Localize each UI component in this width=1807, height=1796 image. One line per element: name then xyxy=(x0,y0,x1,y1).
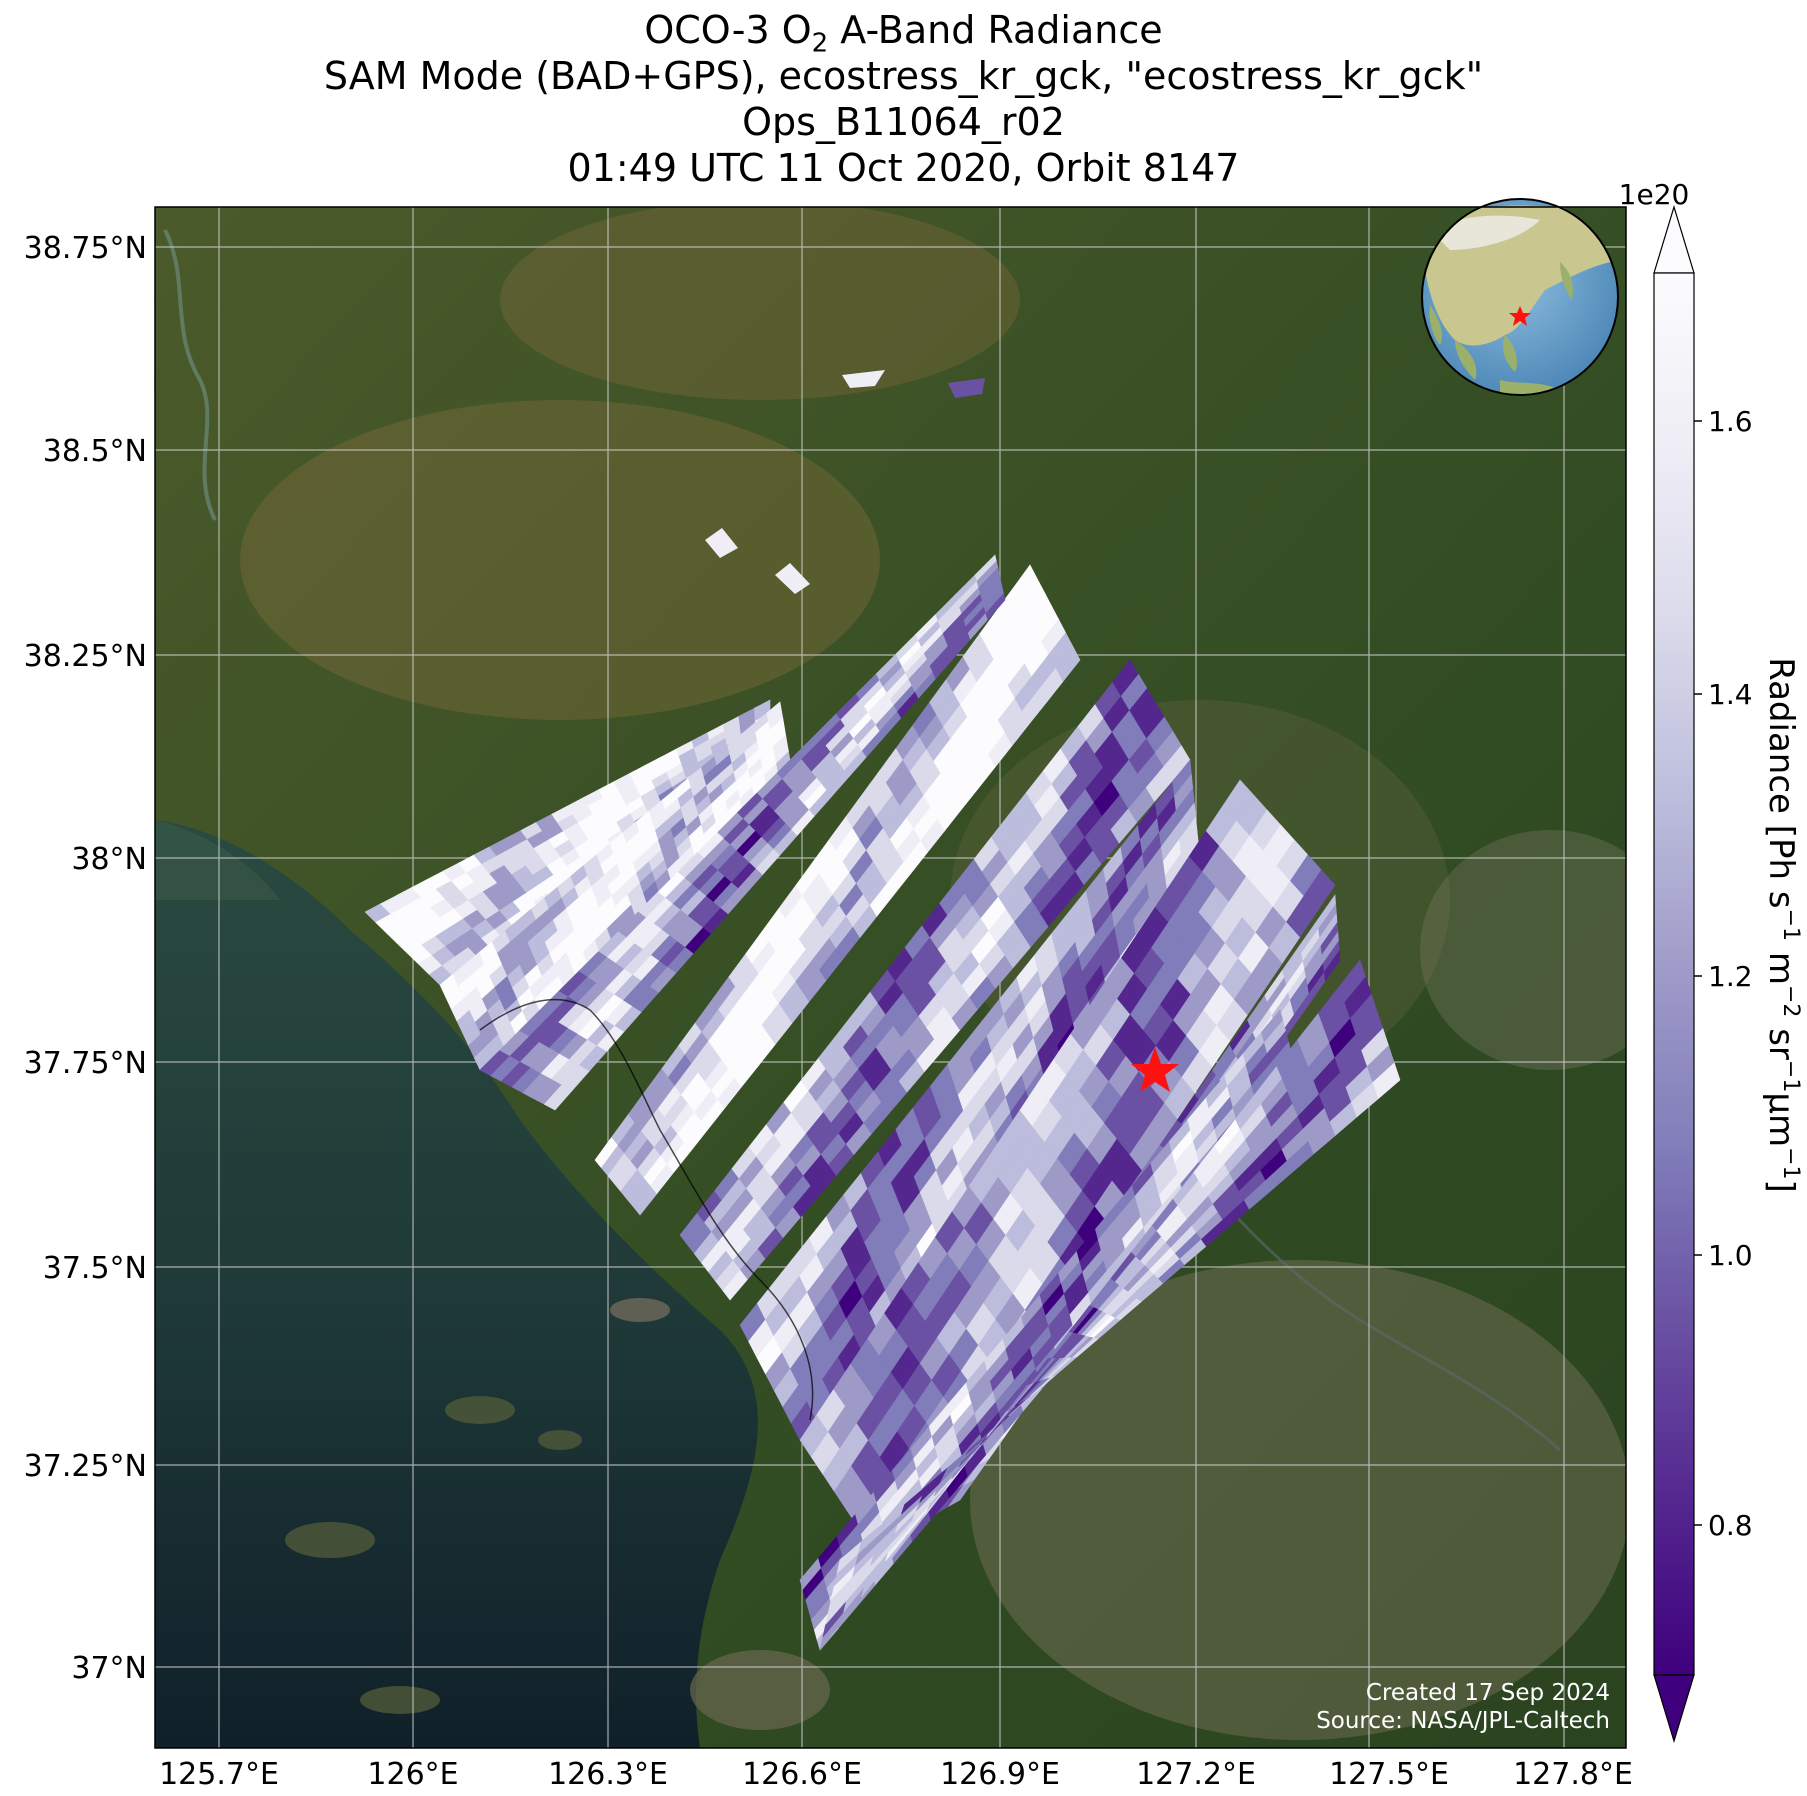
lat-tick-labels: 38.75°N 38.5°N 38.25°N 38°N 37.75°N 37.5… xyxy=(24,231,147,1686)
lat-tick-label: 38°N xyxy=(71,842,147,877)
title-line-2: SAM Mode (BAD+GPS), ecostress_kr_gck, "e… xyxy=(323,54,1484,98)
sounding-cell xyxy=(1055,645,1081,682)
lat-tick-label: 37.5°N xyxy=(43,1251,147,1286)
coastline xyxy=(479,998,814,1421)
sounding-cell xyxy=(1372,1062,1401,1100)
target-star-marker xyxy=(1131,1047,1179,1092)
title-line-1: OCO-3 O2 A-Band Radiance xyxy=(644,8,1163,59)
radiance-swaths xyxy=(364,554,1401,1651)
lat-tick-label: 37.25°N xyxy=(24,1449,147,1484)
lon-tick-label: 126.3°E xyxy=(548,1757,668,1792)
credit-created: Created 17 Sep 2024 xyxy=(1366,1680,1610,1706)
colorbar-tick-label: 0.8 xyxy=(1708,1509,1753,1542)
colorbar-tick-label: 1.2 xyxy=(1708,960,1753,993)
lon-tick-label: 126°E xyxy=(367,1757,458,1792)
colorbar-extend-bottom xyxy=(1653,1674,1695,1744)
lat-tick-label: 37°N xyxy=(71,1651,147,1686)
lon-tick-label: 125.7°E xyxy=(159,1757,279,1792)
lon-tick-label: 127.2°E xyxy=(1136,1757,1256,1792)
colorbar-label: Radiance [Ph s−1 m−2 sr−1μm−1] xyxy=(1761,657,1803,1193)
sounding-cell xyxy=(1303,869,1336,912)
sounding-cell xyxy=(1323,949,1341,982)
globe-inset xyxy=(1421,198,1619,396)
lat-tick-label: 38.5°N xyxy=(43,434,147,469)
sounding-cell xyxy=(985,592,1006,621)
lon-tick-label: 126.6°E xyxy=(742,1757,862,1792)
lon-tick-label: 127.5°E xyxy=(1329,1757,1449,1792)
lon-tick-label: 126.9°E xyxy=(940,1757,1060,1792)
colorbar-exponent: 1e20 xyxy=(1619,178,1690,211)
lat-tick-label: 38.25°N xyxy=(24,639,147,674)
isolated-soundings xyxy=(705,370,985,594)
title-line-4: 01:49 UTC 11 Oct 2020, Orbit 8147 xyxy=(567,146,1240,190)
lon-tick-labels: 125.7°E 126°E 126.3°E 126.6°E 126.9°E 12… xyxy=(159,1757,1633,1792)
credit-source: Source: NASA/JPL-Caltech xyxy=(1316,1708,1610,1734)
colorbar-tick-label: 1.6 xyxy=(1708,405,1753,438)
lat-tick-label: 37.75°N xyxy=(24,1046,147,1081)
colorbar-bar xyxy=(1653,272,1695,1676)
lat-tick-label: 38.75°N xyxy=(24,231,147,266)
colorbar: 1e20 0.8 1.0 1.2 1.4 1.6 Radiance [Ph s−… xyxy=(1619,178,1803,1744)
title-line-3: Ops_B11064_r02 xyxy=(742,100,1065,144)
colorbar-tick-label: 1.0 xyxy=(1708,1239,1753,1272)
lon-tick-label: 127.8°E xyxy=(1513,1757,1633,1792)
colorbar-tick-label: 1.4 xyxy=(1708,678,1753,711)
map-frame xyxy=(154,206,1627,1749)
colorbar-extend-top xyxy=(1653,204,1695,274)
